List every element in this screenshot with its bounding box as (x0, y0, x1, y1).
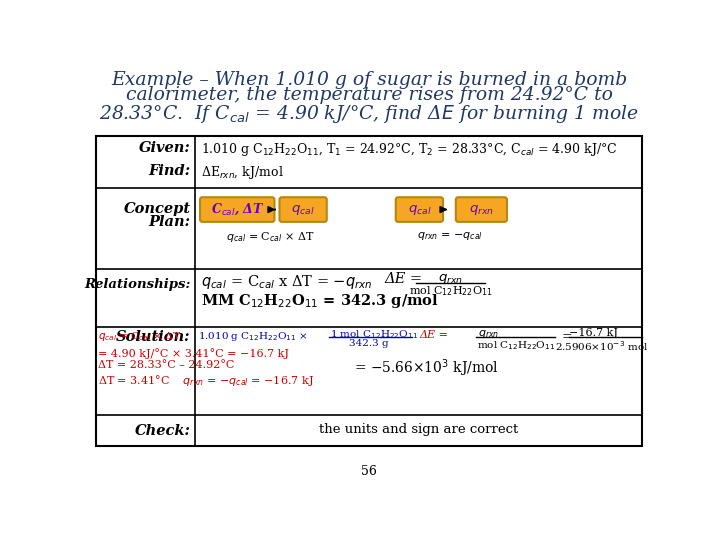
Text: mol C$_{12}$H$_{22}$O$_{11}$: mol C$_{12}$H$_{22}$O$_{11}$ (408, 284, 492, 298)
Text: 1 mol C$_{12}$H$_{22}$O$_{11}$: 1 mol C$_{12}$H$_{22}$O$_{11}$ (330, 328, 418, 341)
Text: MM C$_{12}$H$_{22}$O$_{11}$ = 342.3 g/mol: MM C$_{12}$H$_{22}$O$_{11}$ = 342.3 g/mo… (201, 292, 438, 310)
Text: C$_{cal}$, ΔT: C$_{cal}$, ΔT (210, 202, 264, 217)
Text: the units and sign are correct: the units and sign are correct (318, 423, 518, 436)
Text: $q_{rxn}$: $q_{rxn}$ (469, 202, 494, 217)
Text: 2.5906×10$^{-3}$ mol: 2.5906×10$^{-3}$ mol (555, 339, 648, 353)
Text: $q_{cal}$: $q_{cal}$ (292, 202, 315, 217)
Text: $q_{cal}$: $q_{cal}$ (408, 202, 431, 217)
Text: Plan:: Plan: (149, 215, 191, 229)
Text: Solution:: Solution: (116, 330, 191, 345)
Text: Find:: Find: (148, 164, 191, 178)
FancyBboxPatch shape (279, 197, 327, 222)
Text: 1.010 g C$_{12}$H$_{22}$O$_{11}$, T$_1$ = 24.92°C, T$_2$ = 28.33°C, C$_{cal}$ = : 1.010 g C$_{12}$H$_{22}$O$_{11}$, T$_1$ … (201, 141, 617, 158)
Text: ΔT = 28.33°C – 24.92°C: ΔT = 28.33°C – 24.92°C (98, 361, 234, 370)
Text: ΔT = 3.41°C    $q_{rxn}$ = $-q_{cal}$ = −16.7 kJ: ΔT = 3.41°C $q_{rxn}$ = $-q_{cal}$ = −16… (98, 373, 314, 388)
Text: Given:: Given: (139, 141, 191, 155)
Text: ΔE =: ΔE = (384, 272, 423, 286)
Bar (96, 137, 642, 446)
Text: Relationships:: Relationships: (84, 278, 191, 291)
FancyBboxPatch shape (396, 197, 443, 222)
Text: ΔE$_{rxn}$, kJ/mol: ΔE$_{rxn}$, kJ/mol (201, 164, 284, 181)
Text: 342.3 g: 342.3 g (349, 339, 389, 348)
Text: $q_{rxn}$: $q_{rxn}$ (438, 272, 463, 286)
Text: $q_{cal}$ = C$_{cal}$ × ΔT: $q_{cal}$ = C$_{cal}$ × ΔT (98, 330, 181, 343)
FancyBboxPatch shape (200, 197, 274, 222)
Text: $q_{rxn}$ = $-q_{cal}$: $q_{rxn}$ = $-q_{cal}$ (418, 230, 483, 241)
Text: = 4.90 kJ/°C × 3.41°C = −16.7 kJ: = 4.90 kJ/°C × 3.41°C = −16.7 kJ (98, 348, 289, 359)
Text: $q_{cal}$ = C$_{cal}$ × ΔT: $q_{cal}$ = C$_{cal}$ × ΔT (226, 230, 315, 244)
Text: $q_{cal}$ = C$_{cal}$ x ΔT = $-q_{rxn}$: $q_{cal}$ = C$_{cal}$ x ΔT = $-q_{rxn}$ (201, 273, 372, 291)
Text: 56: 56 (361, 465, 377, 478)
Text: Example – When 1.010 g of sugar is burned in a bomb: Example – When 1.010 g of sugar is burne… (111, 71, 627, 89)
Text: ΔE =: ΔE = (419, 330, 449, 340)
FancyBboxPatch shape (456, 197, 507, 222)
Text: 1.010 g C$_{12}$H$_{22}$O$_{11}$ ×: 1.010 g C$_{12}$H$_{22}$O$_{11}$ × (199, 330, 308, 343)
Text: =: = (561, 330, 572, 343)
Text: −16.7 kJ: −16.7 kJ (570, 328, 618, 338)
Text: = −5.66×10$^3$ kJ/mol: = −5.66×10$^3$ kJ/mol (354, 357, 498, 379)
Text: calorimeter, the temperature rises from 24.92°C to: calorimeter, the temperature rises from … (125, 86, 613, 104)
Text: Concept: Concept (124, 202, 191, 216)
Text: $q_{rxn}$: $q_{rxn}$ (477, 328, 499, 340)
Text: 28.33°C.  If C$_{cal}$ = 4.90 kJ/°C, find Δ$E$ for burning 1 mole: 28.33°C. If C$_{cal}$ = 4.90 kJ/°C, find… (99, 103, 639, 125)
Text: Check:: Check: (135, 424, 191, 438)
Text: mol C$_{12}$H$_{22}$O$_{11}$: mol C$_{12}$H$_{22}$O$_{11}$ (477, 339, 555, 352)
